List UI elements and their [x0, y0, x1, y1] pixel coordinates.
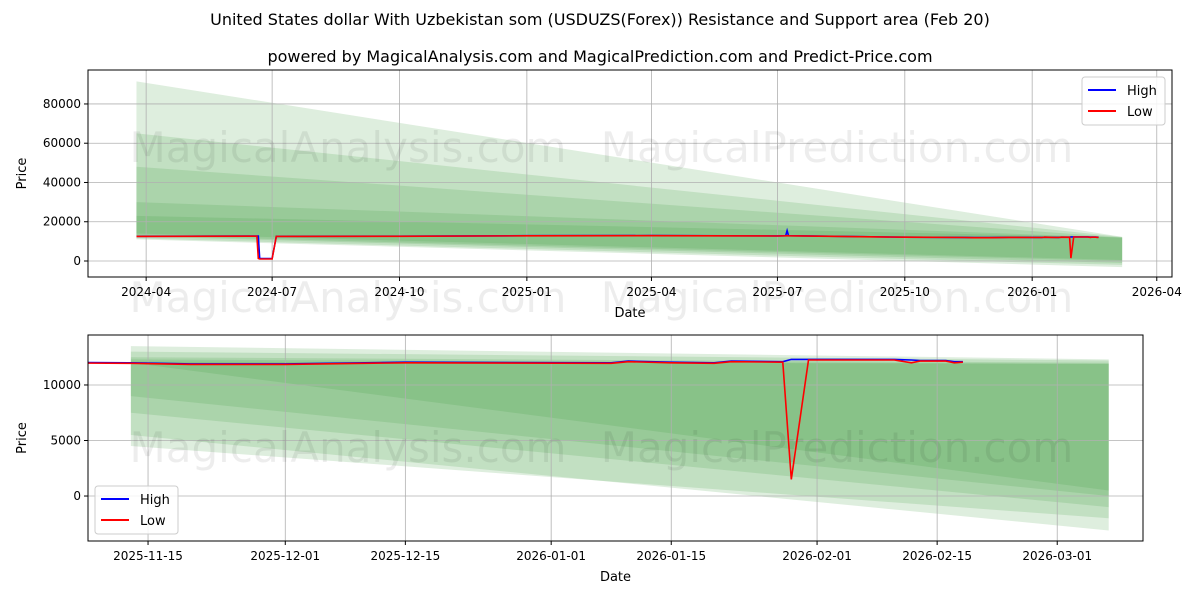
resistance-support-band-4 — [136, 202, 1123, 262]
resistance-support-band-2 — [136, 133, 1123, 265]
x-tick-label: 2024-04 — [121, 285, 171, 299]
resistance-support-band-5 — [130, 361, 1109, 491]
x-tick-label: 2025-04 — [626, 285, 676, 299]
watermark: MagicalAnalysis.com — [130, 273, 567, 322]
watermark: MagicalPrediction.com — [601, 123, 1074, 172]
x-tick-label: 2026-01-01 — [516, 549, 586, 563]
watermark: MagicalPrediction.com — [601, 423, 1074, 472]
x-tick-label: 2026-02-15 — [902, 549, 972, 563]
watermark: MagicalAnalysis.com — [130, 423, 567, 472]
x-tick-label: 2025-01 — [502, 285, 552, 299]
low-line — [88, 359, 963, 480]
x-tick-label: 2024-10 — [374, 285, 424, 299]
legend-label-low: Low — [140, 514, 166, 529]
y-axis-label: Price — [15, 422, 30, 454]
resistance-support-band-2 — [130, 351, 1109, 519]
legend: High Low — [1081, 76, 1166, 126]
resistance-support-band-3 — [136, 166, 1123, 263]
plot-frame — [87, 69, 1173, 278]
resistance-support-band-1 — [136, 81, 1123, 268]
chart-title: United States dollar With Uzbekistan som… — [210, 10, 990, 29]
x-tick-label: 2026-03-01 — [1022, 549, 1092, 563]
x-tick-label: 2025-11-15 — [113, 549, 183, 563]
legend: High Low — [94, 485, 179, 535]
plot-frame — [87, 334, 1144, 542]
chart-1: 2024-04 2024-07 2024-10 2025-01 2025-04 2025-… — [15, 69, 1182, 322]
legend-label-low: Low — [1127, 105, 1153, 120]
legend-label-high: High — [1127, 84, 1157, 99]
x-tick-label: 2025-10 — [880, 285, 930, 299]
x-tick-label: 2025-12-15 — [370, 549, 440, 563]
chart-subtitle: powered by MagicalAnalysis.com and Magic… — [267, 47, 933, 66]
legend-label-high: High — [140, 493, 170, 508]
x-tick-label: 2026-01 — [1007, 285, 1057, 299]
resistance-support-band-1 — [130, 346, 1109, 531]
y-axis-label: Price — [15, 158, 30, 190]
x-tick-label: 2025-07 — [752, 285, 802, 299]
x-tick-label: 2026-04 — [1132, 285, 1182, 299]
y-tick-label: 10000 — [43, 378, 81, 392]
x-axis-label: Date — [614, 306, 645, 321]
chart-2: 2025-11-15 2025-12-01 2025-12-15 2026-01-01… — [15, 334, 1144, 585]
x-axis-label: Date — [600, 570, 631, 585]
y-tick-label: 0 — [73, 489, 81, 503]
y-tick-label: 60000 — [43, 136, 81, 150]
y-tick-label: 20000 — [43, 215, 81, 229]
watermark: MagicalAnalysis.com — [130, 123, 567, 172]
watermark: MagicalPrediction.com — [601, 273, 1074, 322]
low-line — [136, 234, 1099, 260]
x-tick-label: 2026-01-15 — [636, 549, 706, 563]
x-tick-label: 2026-02-01 — [782, 549, 852, 563]
x-tick-label: 2024-07 — [247, 285, 297, 299]
y-tick-label: 40000 — [43, 175, 81, 189]
y-tick-label: 80000 — [43, 97, 81, 111]
resistance-support-band-4 — [130, 359, 1109, 497]
x-tick-label: 2025-12-01 — [250, 549, 320, 563]
y-tick-label: 5000 — [50, 433, 81, 447]
resistance-support-band-5 — [136, 215, 1123, 261]
y-tick-label: 0 — [73, 254, 81, 268]
resistance-support-band-3 — [130, 357, 1109, 508]
